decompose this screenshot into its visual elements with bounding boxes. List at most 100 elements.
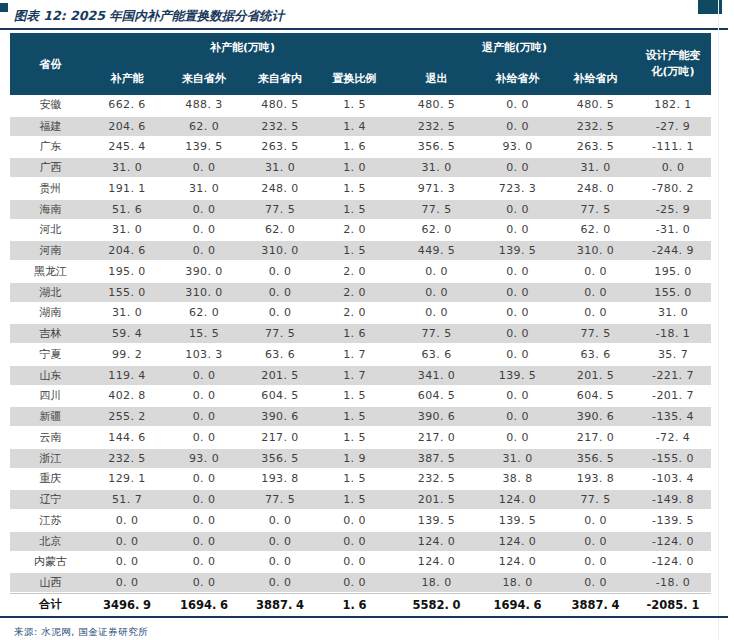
col-header-exit: 退出 xyxy=(394,61,479,95)
province-cell: 内蒙古 xyxy=(10,552,91,573)
value-cell: 232. 5 xyxy=(556,116,635,137)
value-cell: 1. 5 xyxy=(315,406,394,427)
value-cell: 191. 1 xyxy=(91,178,163,199)
value-cell: 99. 2 xyxy=(91,344,163,365)
col-group-exit-capacity: 退产能(万吨) xyxy=(394,33,635,61)
value-cell: 124. 0 xyxy=(479,489,556,510)
value-cell: 310. 0 xyxy=(556,240,635,261)
value-cell: 62. 0 xyxy=(163,303,245,324)
value-cell: 103. 3 xyxy=(163,344,245,365)
value-cell: -139. 5 xyxy=(635,510,711,531)
value-cell: 139. 5 xyxy=(394,510,479,531)
value-cell: 139. 5 xyxy=(479,365,556,386)
value-cell: 63. 6 xyxy=(394,344,479,365)
value-cell: 193. 8 xyxy=(556,469,635,490)
table-row: 黑龙江195. 0390. 00. 02. 00. 00. 00. 0195. … xyxy=(10,261,711,282)
value-cell: 31. 0 xyxy=(91,157,163,178)
value-cell: 62. 0 xyxy=(245,220,315,241)
value-cell: 0. 0 xyxy=(163,510,245,531)
table-row: 河南204. 60. 0310. 01. 5449. 5139. 5310. 0… xyxy=(10,240,711,261)
value-cell: 18. 0 xyxy=(394,572,479,593)
value-cell: 62. 0 xyxy=(163,116,245,137)
value-cell: 390. 6 xyxy=(245,406,315,427)
value-cell: 0. 0 xyxy=(245,531,315,552)
value-cell: 1. 7 xyxy=(315,365,394,386)
value-cell: 195. 0 xyxy=(91,261,163,282)
value-cell: 0. 0 xyxy=(479,323,556,344)
value-cell: 217. 0 xyxy=(245,427,315,448)
value-cell: 356. 5 xyxy=(245,448,315,469)
value-cell: 51. 6 xyxy=(91,199,163,220)
title-rule xyxy=(0,28,728,30)
value-cell: 604. 5 xyxy=(394,386,479,407)
value-cell: 59. 4 xyxy=(91,323,163,344)
table-row: 宁夏99. 2103. 363. 61. 763. 60. 063. 635. … xyxy=(10,344,711,365)
province-cell: 黑龙江 xyxy=(10,261,91,282)
table-row: 山东119. 40. 0201. 51. 7341. 0139. 5201. 5… xyxy=(10,365,711,386)
value-cell: -135. 4 xyxy=(635,406,711,427)
value-cell: 217. 0 xyxy=(394,427,479,448)
province-cell: 四川 xyxy=(10,386,91,407)
value-cell: 0. 0 xyxy=(479,303,556,324)
value-cell: 77. 5 xyxy=(245,199,315,220)
value-cell: 390. 6 xyxy=(394,406,479,427)
value-cell: 0. 0 xyxy=(556,510,635,531)
table-row: 海南51. 60. 077. 51. 577. 50. 077. 5-25. 9 xyxy=(10,199,711,220)
table-row: 湖南31. 062. 00. 02. 00. 00. 00. 031. 0 xyxy=(10,303,711,324)
value-cell: 63. 6 xyxy=(556,344,635,365)
value-cell: 129. 1 xyxy=(91,469,163,490)
province-cell: 云南 xyxy=(10,427,91,448)
value-cell: 310. 0 xyxy=(163,282,245,303)
value-cell: 0. 0 xyxy=(479,261,556,282)
table-row: 吉林59. 415. 577. 51. 677. 50. 077. 5-18. … xyxy=(10,323,711,344)
value-cell: 0. 0 xyxy=(245,303,315,324)
col-header-add: 补产能 xyxy=(91,61,163,95)
value-cell: 1. 5 xyxy=(315,178,394,199)
value-cell: 1. 4 xyxy=(315,116,394,137)
value-cell: 0. 0 xyxy=(556,303,635,324)
value-cell: 0. 0 xyxy=(556,572,635,593)
table-row: 江苏0. 00. 00. 00. 0139. 5139. 50. 0-139. … xyxy=(10,510,711,531)
value-cell: 232. 5 xyxy=(245,116,315,137)
value-cell: -124. 0 xyxy=(635,552,711,573)
value-cell: 0. 0 xyxy=(91,572,163,593)
value-cell: 77. 5 xyxy=(556,489,635,510)
value-cell: 77. 5 xyxy=(245,489,315,510)
value-cell: 1. 5 xyxy=(315,427,394,448)
value-cell: 0. 0 xyxy=(163,240,245,261)
value-cell: 248. 0 xyxy=(556,178,635,199)
table-row: 云南144. 60. 0217. 01. 5217. 00. 0217. 0-7… xyxy=(10,427,711,448)
province-cell: 北京 xyxy=(10,531,91,552)
value-cell: 449. 5 xyxy=(394,240,479,261)
value-cell: 0. 0 xyxy=(394,261,479,282)
table-row: 河北31. 00. 062. 02. 062. 00. 062. 0-31. 0 xyxy=(10,220,711,241)
table-row: 广东245. 4139. 5263. 51. 6356. 593. 0263. … xyxy=(10,137,711,158)
value-cell: 0. 0 xyxy=(394,282,479,303)
chart-title: 图表 12: 2025 年国内补产能置换数据分省统计 xyxy=(14,8,284,25)
value-cell: 0. 0 xyxy=(163,552,245,573)
total-label: 合计 xyxy=(10,593,91,615)
value-cell: 144. 6 xyxy=(91,427,163,448)
value-cell: 124. 0 xyxy=(394,552,479,573)
value-cell: 232. 5 xyxy=(394,116,479,137)
value-cell: 155. 0 xyxy=(635,282,711,303)
table-row: 安徽662. 6488. 3480. 51. 5480. 50. 0480. 5… xyxy=(10,95,711,116)
value-cell: 1. 9 xyxy=(315,448,394,469)
value-cell: 0. 0 xyxy=(245,572,315,593)
value-cell: 0. 0 xyxy=(479,427,556,448)
value-cell: 31. 0 xyxy=(245,157,315,178)
value-cell: 1. 5 xyxy=(315,240,394,261)
value-cell: -111. 1 xyxy=(635,137,711,158)
value-cell: 356. 5 xyxy=(394,137,479,158)
total-row-top-rule xyxy=(10,593,711,594)
value-cell: 263. 5 xyxy=(556,137,635,158)
value-cell: 0. 0 xyxy=(163,572,245,593)
value-cell: 0. 0 xyxy=(556,552,635,573)
value-cell: 63. 6 xyxy=(245,344,315,365)
table-row: 北京0. 00. 00. 00. 0124. 0124. 00. 0-124. … xyxy=(10,531,711,552)
value-cell: 77. 5 xyxy=(394,323,479,344)
province-cell: 河南 xyxy=(10,240,91,261)
value-cell: 0. 0 xyxy=(245,552,315,573)
value-cell: 604. 5 xyxy=(556,386,635,407)
province-cell: 河北 xyxy=(10,220,91,241)
